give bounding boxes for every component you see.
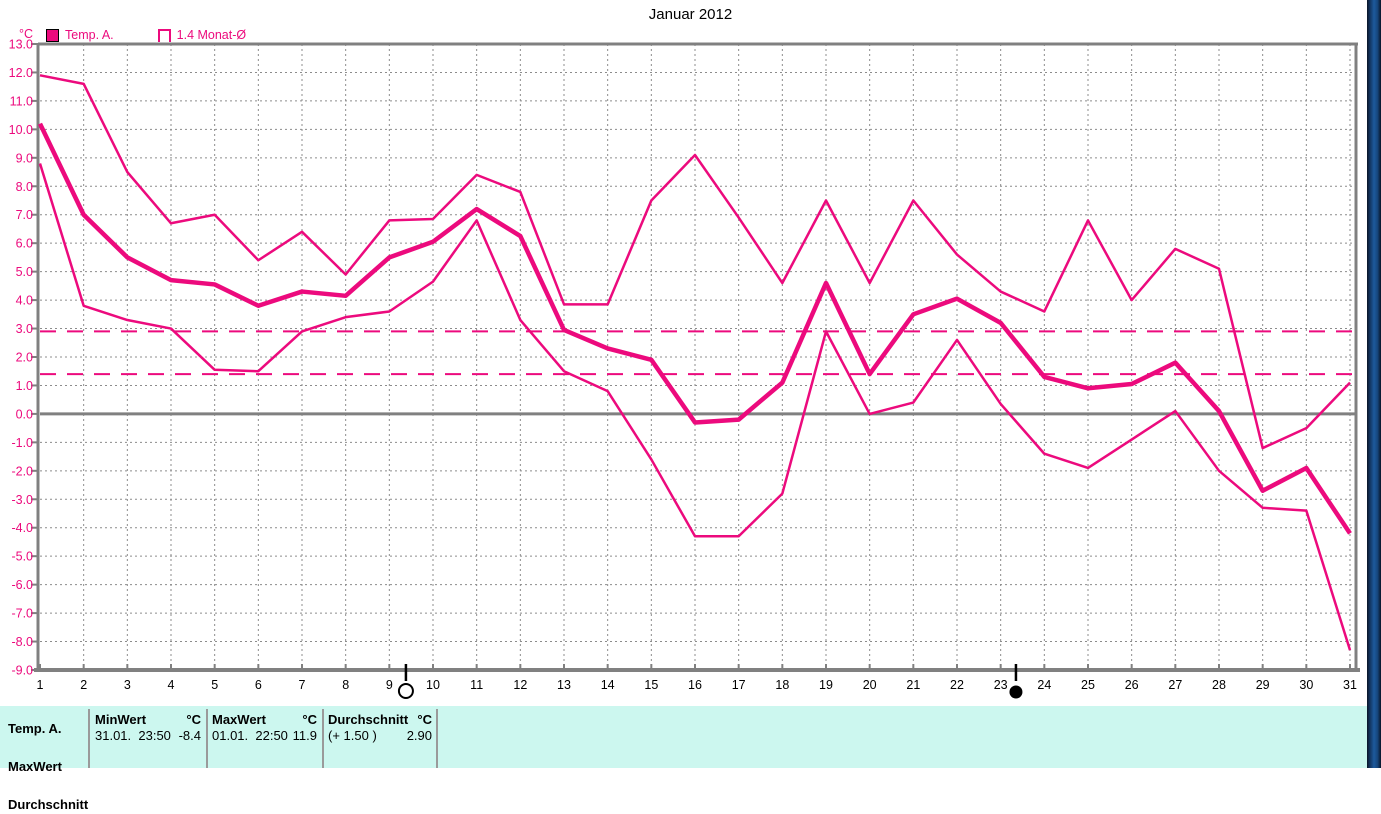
x-tick-label: 27 <box>1168 678 1182 692</box>
series-extreme-line <box>38 163 1352 651</box>
y-tick-label: 3.0 <box>16 322 33 336</box>
x-tick-label: 25 <box>1081 678 1095 692</box>
y-tick-label: 0.0 <box>16 407 33 421</box>
legend-open-square-icon <box>157 28 171 42</box>
y-tick-label: 11.0 <box>10 94 33 108</box>
x-tick-label: 20 <box>863 678 877 692</box>
table-separator <box>88 709 90 768</box>
legend-item-temp: Temp. A. <box>46 28 114 42</box>
x-tick-label: 29 <box>1256 678 1270 692</box>
x-tick-label: 19 <box>819 678 833 692</box>
durchschnitt-deviation: (+ 1.50 ) <box>328 728 377 743</box>
minwert-header: MinWert <box>95 712 147 727</box>
x-tick-label: 30 <box>1299 678 1313 692</box>
legend-label-month-avg: 1.4 Monat-Ø <box>176 28 247 42</box>
y-tick-label: 4.0 <box>16 294 33 308</box>
y-tick-label: 13.0 <box>9 38 33 52</box>
y-tick-label: -4.0 <box>11 521 33 535</box>
stats-row-labels: Temp. A. MaxWert Durchschnitt <box>8 719 88 814</box>
stats-table: Temp. A. MaxWert Durchschnitt MinWert °C… <box>0 706 1381 812</box>
x-tick-label: 13 <box>557 678 571 692</box>
x-tick-label: 8 <box>342 678 349 692</box>
stats-row-label-durchschnitt: Durchschnitt <box>8 797 89 812</box>
minwert-timestamp: 31.01. 23:50 <box>95 728 171 743</box>
minwert-value: -8.4 <box>178 728 201 743</box>
x-tick-label: 18 <box>775 678 789 692</box>
stats-series-name: Temp. A. <box>8 721 62 736</box>
durchschnitt-unit: °C <box>417 712 432 727</box>
y-tick-label: 12.0 <box>9 66 33 80</box>
y-tick-label: 2.0 <box>16 351 33 365</box>
x-tick-label: 7 <box>299 678 306 692</box>
x-tick-label: 31 <box>1343 678 1357 692</box>
y-tick-label: 5.0 <box>16 265 33 279</box>
chart-legend: Temp. A. 1.4 Monat-Ø <box>46 27 284 43</box>
legend-label-temp: Temp. A. <box>65 28 114 42</box>
sunset-marker-icon <box>1009 685 1023 699</box>
durchschnitt-value: 2.90 <box>406 728 432 743</box>
y-tick-label: -5.0 <box>11 550 33 564</box>
stats-row-label-maxwert: MaxWert <box>8 759 62 774</box>
y-tick-label: -3.0 <box>11 493 33 507</box>
x-tick-label: 14 <box>601 678 615 692</box>
x-tick-label: 21 <box>906 678 920 692</box>
x-tick-label: 9 <box>386 678 393 692</box>
table-separator <box>206 709 208 768</box>
x-tick-label: 22 <box>950 678 964 692</box>
x-tick-label: 10 <box>426 678 440 692</box>
durchschnitt-header: Durchschnitt <box>328 712 409 727</box>
y-tick-label: 6.0 <box>16 237 33 251</box>
series-extreme-line <box>39 74 1351 450</box>
x-tick-label: 6 <box>255 678 262 692</box>
y-tick-label: 7.0 <box>16 208 33 222</box>
y-axis-unit-label: °C <box>18 27 33 41</box>
x-tick-label: 15 <box>644 678 658 692</box>
chart-title: Januar 2012 <box>648 6 733 23</box>
maxwert-timestamp: 01.01. 22:50 <box>212 728 288 743</box>
y-tick-label: 1.0 <box>16 379 33 393</box>
maxwert-unit: °C <box>302 712 317 727</box>
maxwert-header: MaxWert <box>212 712 266 727</box>
x-tick-label: 3 <box>124 678 131 692</box>
x-tick-label: 1 <box>37 678 44 692</box>
maxwert-value: 11.9 <box>292 728 317 743</box>
y-tick-label: -2.0 <box>11 464 33 478</box>
stats-col-maxwert: MaxWert °C 01.01. 22:50 11.9 <box>212 711 317 744</box>
minwert-unit: °C <box>186 712 201 727</box>
sunrise-marker-icon <box>397 683 414 699</box>
y-tick-label: 8.0 <box>16 180 33 194</box>
x-tick-label: 12 <box>513 678 527 692</box>
x-tick-label: 26 <box>1125 678 1139 692</box>
stats-col-durchschnitt: Durchschnitt °C (+ 1.50 ) 2.90 <box>328 711 432 744</box>
x-tick-label: 28 <box>1212 678 1226 692</box>
y-tick-label: -7.0 <box>11 607 33 621</box>
y-tick-label: 9.0 <box>16 151 33 165</box>
table-separator <box>322 709 324 768</box>
x-tick-label: 17 <box>732 678 746 692</box>
y-tick-label: 10.0 <box>9 123 33 137</box>
y-tick-label: -1.0 <box>11 436 33 450</box>
x-tick-label: 24 <box>1037 678 1051 692</box>
series-average-line <box>37 122 1352 535</box>
x-tick-label: 4 <box>168 678 175 692</box>
y-tick-label: -8.0 <box>11 635 33 649</box>
table-separator <box>436 709 438 768</box>
x-tick-label: 16 <box>688 678 702 692</box>
background-window-edge <box>1367 0 1381 768</box>
y-tick-label: -9.0 <box>11 664 33 678</box>
stats-col-minwert: MinWert °C 31.01. 23:50 -8.4 <box>95 711 201 744</box>
temperature-line-chart: -9.0 -8.0 -7.0 -6.0 -5.0 -4.0 -3.0 -2.0 -1.0 0.0 1… <box>9 38 1360 699</box>
x-tick-label: 23 <box>994 678 1008 692</box>
x-tick-label: 11 <box>470 678 483 692</box>
legend-filled-square-icon <box>46 28 59 42</box>
x-tick-label: 2 <box>80 678 87 692</box>
x-tick-label: 5 <box>211 678 218 692</box>
y-tick-label: -6.0 <box>11 578 33 592</box>
legend-item-month-avg: 1.4 Monat-Ø <box>157 28 247 42</box>
